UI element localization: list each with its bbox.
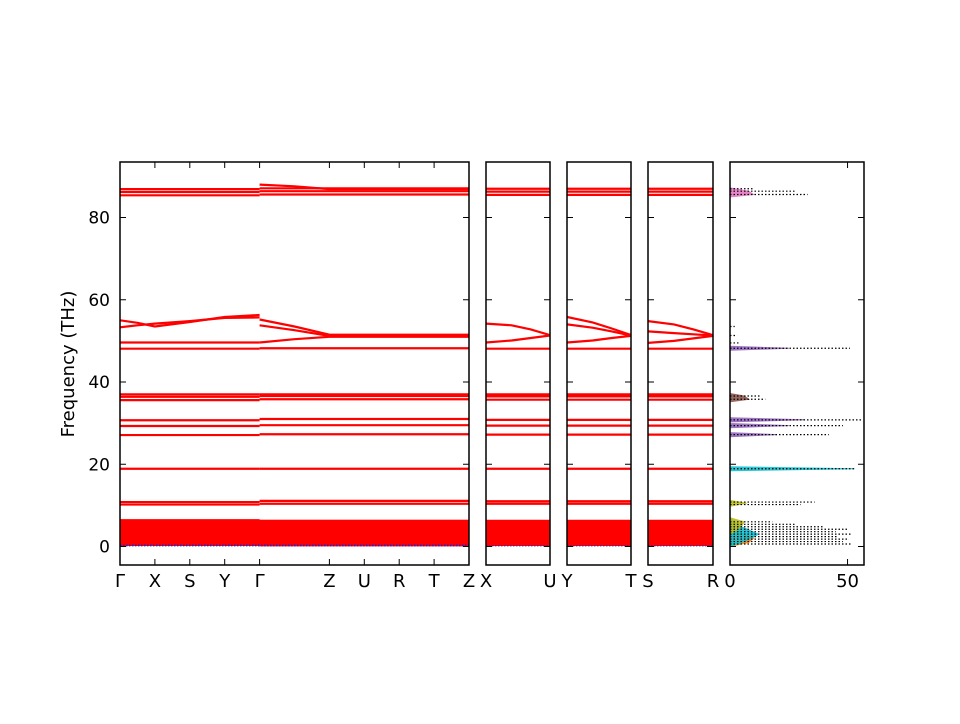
x-tick-label: Γ bbox=[115, 571, 125, 592]
x-tick-label: 0 bbox=[724, 571, 735, 592]
x-tick-label: X bbox=[149, 571, 161, 592]
band-lines bbox=[486, 187, 550, 547]
x-tick-label: U bbox=[543, 571, 556, 592]
dos-curves bbox=[730, 187, 862, 548]
panel-frame bbox=[647, 161, 714, 566]
band-curve bbox=[567, 323, 631, 337]
band-curve bbox=[648, 320, 713, 337]
x-tick-label: T bbox=[428, 571, 441, 592]
x-tick-label: U bbox=[358, 571, 371, 592]
x-tick-label: 50 bbox=[836, 571, 859, 592]
partial-dos-fill bbox=[730, 392, 751, 403]
band-curve bbox=[120, 313, 260, 328]
y-axis-label: Frequency (THz) bbox=[58, 291, 79, 438]
y-tick-label: 80 bbox=[88, 209, 110, 229]
band-curve bbox=[486, 322, 550, 337]
panel-frame bbox=[119, 161, 470, 566]
band-curve bbox=[120, 316, 260, 329]
dos-panel: 0 50 bbox=[724, 161, 865, 592]
x-tick-label: S bbox=[642, 571, 653, 592]
panel-frame bbox=[566, 161, 632, 566]
band-lines bbox=[567, 187, 631, 547]
y-tick-label: 60 bbox=[88, 291, 110, 311]
band-curve bbox=[648, 330, 713, 337]
x-tick-label: T bbox=[625, 571, 638, 592]
optical-band-block bbox=[567, 519, 631, 546]
x-tick-label: Z bbox=[323, 571, 335, 592]
x-tick-label: Γ bbox=[255, 571, 265, 592]
y-tick-label: 40 bbox=[88, 373, 110, 393]
band-panel-main-path: 0 20 40 60 80 Γ X S Y Γ Z U R T Z bbox=[88, 161, 475, 592]
x-tick-label: R bbox=[393, 571, 406, 592]
partial-dos-fill bbox=[730, 466, 855, 472]
x-tick-label: X bbox=[480, 571, 492, 592]
panel-frame bbox=[485, 161, 551, 566]
partial-dos-fill bbox=[730, 417, 806, 438]
x-tick-label: Y bbox=[561, 571, 574, 592]
x-tick-label: Z bbox=[463, 571, 475, 592]
band-curve bbox=[567, 334, 631, 344]
band-curve bbox=[648, 334, 713, 344]
optical-band-block bbox=[648, 519, 713, 546]
x-tick-label: S bbox=[184, 571, 195, 592]
band-curve bbox=[259, 318, 469, 336]
x-tick-label: R bbox=[707, 571, 720, 592]
band-curve bbox=[486, 334, 550, 344]
band-curve bbox=[259, 335, 469, 344]
optical-band-block bbox=[486, 519, 550, 546]
optical-band-block bbox=[120, 519, 469, 546]
y-tick-label: 0 bbox=[99, 537, 110, 557]
band-lines bbox=[648, 187, 713, 547]
band-curve bbox=[567, 315, 631, 337]
y-tick-label: 20 bbox=[88, 455, 110, 475]
dos-frame bbox=[729, 161, 865, 566]
x-tick-label: Y bbox=[218, 571, 231, 592]
band-curve bbox=[259, 183, 469, 191]
band-lines bbox=[120, 183, 469, 547]
